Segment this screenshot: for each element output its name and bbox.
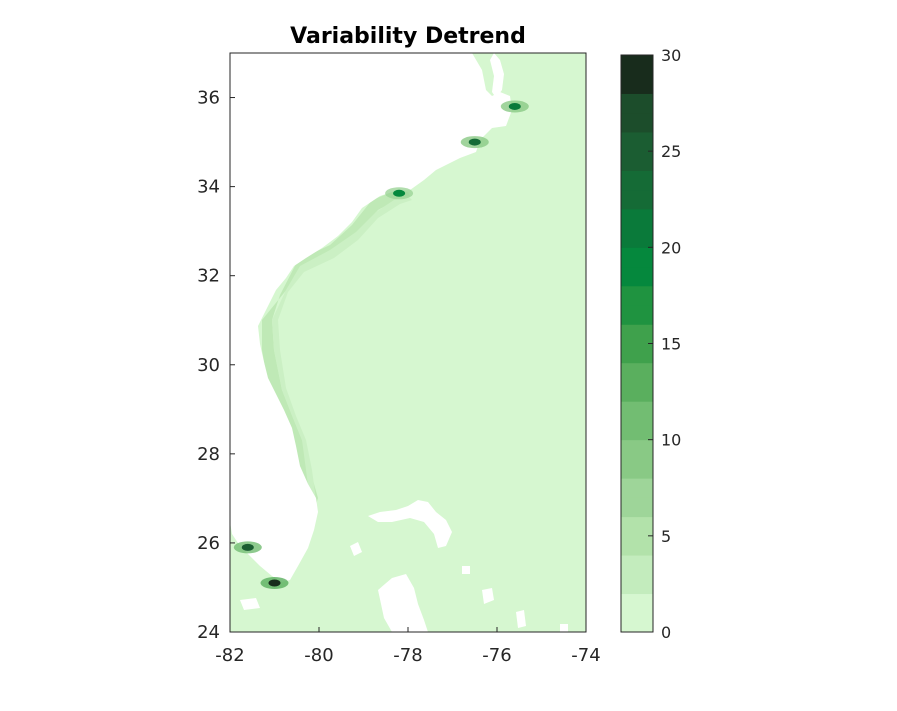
land-small-island-3 (482, 588, 494, 604)
colorbar-tick-label: 25 (661, 142, 681, 161)
y-tick-label: 28 (197, 444, 220, 465)
y-tick-label: 36 (197, 88, 220, 109)
land-outer-banks (490, 53, 504, 98)
colorbar-level (621, 420, 653, 441)
colorbar-level (621, 247, 653, 268)
colorbar-level (621, 516, 653, 537)
land-small-island-4 (516, 610, 526, 628)
land-small-island-2 (462, 566, 470, 574)
map-axes: -82 -80 -78 -76 -74 24 26 28 30 32 34 36 (197, 52, 601, 666)
colorbar-level (621, 208, 653, 229)
colorbar-level (621, 324, 653, 344)
hotspot-core (468, 138, 481, 146)
colorbar-level (621, 228, 653, 248)
y-tick-label: 34 (197, 177, 220, 198)
y-tick-label: 26 (197, 533, 220, 554)
colorbar-level (621, 612, 653, 633)
colorbar-level (621, 535, 653, 556)
land-grand-bahama (368, 500, 452, 548)
hotspots (233, 100, 529, 590)
colorbar-levels (621, 55, 653, 633)
colorbar-level (621, 74, 653, 94)
colorbar-level (621, 362, 653, 383)
x-tick-label: -74 (571, 645, 600, 666)
land-small-island-5 (560, 624, 568, 632)
colorbar-level (621, 458, 653, 479)
x-tick-label: -76 (482, 645, 511, 666)
colorbar-level (621, 305, 653, 325)
colorbar-tick-label: 0 (661, 623, 671, 642)
hotspot-core (393, 189, 406, 197)
colorbar-level (621, 285, 653, 306)
colorbar-tick-label: 10 (661, 431, 681, 450)
colorbar-level (621, 151, 653, 171)
y-axis: 24 26 28 30 32 34 36 (197, 88, 235, 643)
colorbar-level (621, 381, 653, 402)
hotspot-core (268, 579, 281, 587)
land-small-island-1 (350, 542, 362, 556)
colorbar-level (621, 555, 653, 575)
colorbar-level (621, 266, 653, 287)
y-tick-label: 30 (197, 355, 220, 376)
colorbar-level (621, 343, 653, 364)
colorbar-level (621, 170, 653, 191)
x-tick-label: -80 (304, 645, 333, 666)
colorbar-level (621, 189, 653, 210)
land-andros (378, 574, 428, 632)
y-tick-label: 24 (197, 622, 220, 643)
colorbar-tick-label: 30 (661, 46, 681, 65)
colorbar-tick-label: 5 (661, 527, 671, 546)
colorbar-tick-label: 20 (661, 238, 681, 257)
hotspot-core (508, 102, 521, 110)
colorbar: 0 5 10 15 20 25 30 (620, 46, 681, 642)
colorbar-level (621, 55, 653, 75)
colorbar-tick-label: 15 (661, 335, 681, 354)
land-keys (240, 598, 260, 610)
x-tick-label: -82 (215, 645, 244, 666)
colorbar-level (621, 574, 653, 595)
colorbar-level (621, 593, 653, 614)
chart-title: Variability Detrend (290, 24, 526, 49)
colorbar-level (621, 478, 653, 498)
colorbar-level (621, 439, 653, 460)
coastal-band-east (262, 192, 410, 518)
colorbar-level (621, 112, 653, 133)
colorbar-ticks: 0 5 10 15 20 25 30 (648, 46, 681, 642)
x-tick-label: -78 (393, 645, 422, 666)
y-tick-label: 32 (197, 266, 220, 287)
colorbar-level (621, 401, 653, 421)
colorbar-level (621, 93, 653, 114)
colorbar-level (621, 131, 653, 152)
x-axis: -82 -80 -78 -76 -74 (215, 627, 601, 666)
colorbar-level (621, 497, 653, 518)
hotspot-core (241, 543, 254, 551)
land-mainland (230, 53, 512, 582)
